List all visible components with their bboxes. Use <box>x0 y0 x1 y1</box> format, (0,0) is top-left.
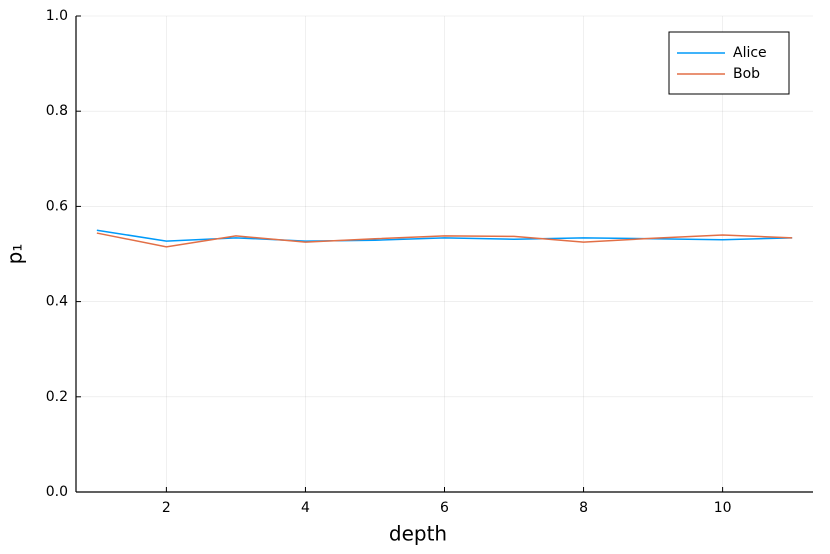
y-tick-label: 0.6 <box>46 198 68 214</box>
y-tick-label: 0.4 <box>46 294 68 310</box>
y-tick-label: 0.0 <box>46 484 68 500</box>
legend-label: Alice <box>733 45 767 61</box>
x-tick-label: 6 <box>440 500 449 516</box>
y-tick-label: 0.8 <box>46 103 68 119</box>
x-tick-label: 4 <box>301 500 310 516</box>
legend-label: Bob <box>733 66 760 82</box>
y-tick-label: 0.2 <box>46 389 68 405</box>
x-tick-label: 8 <box>579 500 588 516</box>
x-axis-label: depth <box>389 522 447 546</box>
line-series <box>96 232 793 248</box>
y-tick-label: 1.0 <box>46 8 68 24</box>
x-tick-label: 2 <box>162 500 171 516</box>
y-axis-label: p₁ <box>3 244 27 265</box>
x-tick-label: 10 <box>714 500 732 516</box>
legend-box <box>668 31 790 95</box>
legend: Alice Bob <box>668 31 790 95</box>
